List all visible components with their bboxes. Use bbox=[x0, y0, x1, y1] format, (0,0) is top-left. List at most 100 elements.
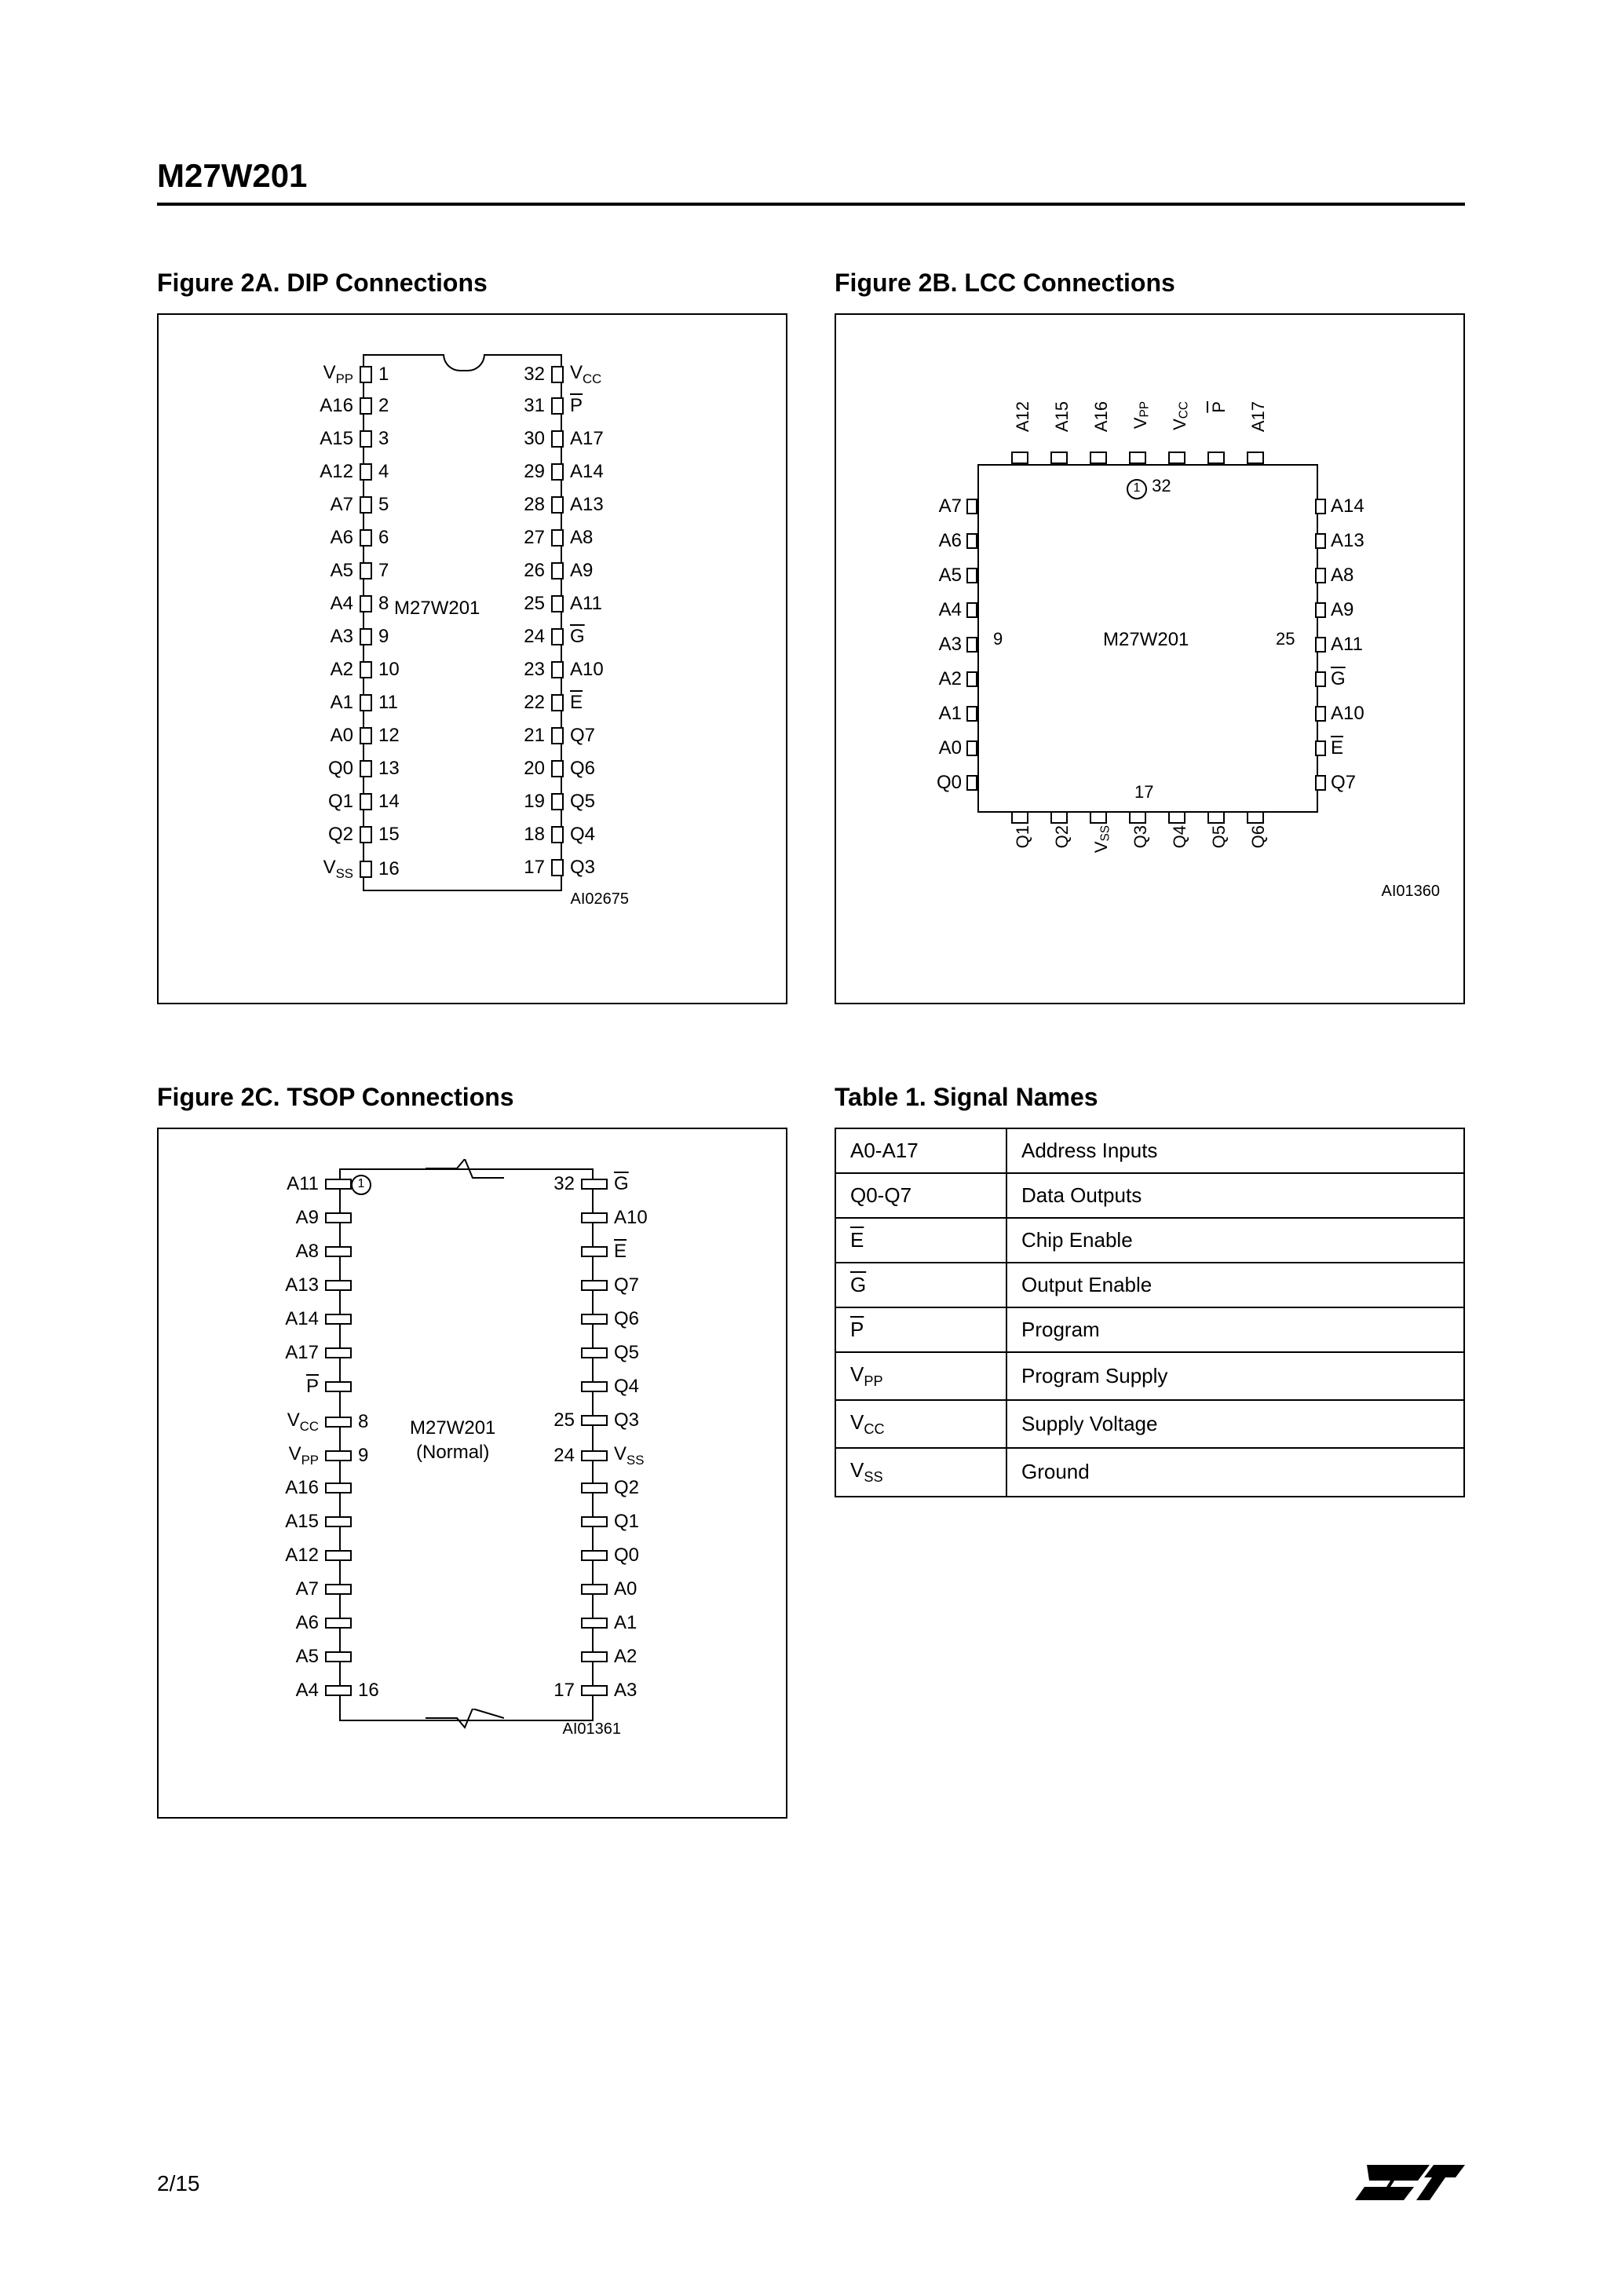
lcc-top-pin bbox=[1207, 452, 1225, 464]
pin-label: P bbox=[306, 1376, 319, 1398]
pin-label: VSS bbox=[323, 857, 353, 882]
pin-label: A12 bbox=[285, 1545, 319, 1567]
lcc-right-pin: A11 bbox=[1315, 634, 1363, 656]
pin-num: 17 bbox=[520, 857, 545, 879]
lcc-left-pin: A6 bbox=[836, 530, 977, 552]
dip-right-pin: 19Q5 bbox=[520, 791, 595, 813]
dip-right-pin: 31 P bbox=[520, 395, 583, 417]
pin-mark bbox=[360, 366, 372, 383]
pin-label: Q7 bbox=[1331, 772, 1356, 794]
table-row: EChip Enable bbox=[835, 1218, 1464, 1263]
tsop-bottom-notch bbox=[426, 1709, 504, 1732]
pin-mark bbox=[551, 760, 564, 777]
table-row: Q0-Q7Data Outputs bbox=[835, 1173, 1464, 1218]
pin-mark bbox=[581, 1314, 608, 1325]
lcc-top-label: VPP bbox=[1131, 401, 1152, 429]
pin-label: A8 bbox=[570, 527, 593, 549]
lcc-bottom-pin bbox=[1168, 811, 1185, 824]
pin-num: 8 bbox=[378, 593, 402, 615]
dip-left-pin: A75 bbox=[159, 494, 402, 516]
tsop-left-pin: VPP9 bbox=[159, 1443, 378, 1468]
desc-cell: Program bbox=[1006, 1307, 1464, 1352]
pin-mark bbox=[325, 1651, 352, 1662]
pin-mark bbox=[966, 533, 977, 549]
tsop-right-pin: Q4 bbox=[551, 1376, 639, 1398]
pin-num: 25 bbox=[551, 1409, 575, 1431]
pin-label: Q1 bbox=[328, 791, 353, 813]
pin-mark bbox=[360, 562, 372, 579]
tsop-right-pin: A0 bbox=[551, 1578, 637, 1600]
pin-label: A12 bbox=[320, 461, 353, 483]
lcc-right-pin: A9 bbox=[1315, 599, 1353, 621]
tsop-right-pin: A1 bbox=[551, 1612, 637, 1634]
fig-c-code: AI01361 bbox=[562, 1720, 621, 1738]
pin-label: A0 bbox=[614, 1578, 637, 1600]
lcc-left-pin: A1 bbox=[836, 703, 977, 725]
tsop-right-pin: E bbox=[551, 1241, 627, 1263]
pin-num: 29 bbox=[520, 461, 545, 483]
pin-mark bbox=[325, 1347, 352, 1358]
desc-cell: Address Inputs bbox=[1006, 1128, 1464, 1173]
pin-num: 1 bbox=[378, 364, 402, 386]
pin-mark bbox=[325, 1450, 352, 1461]
tsop-right-pin: A2 bbox=[551, 1646, 637, 1668]
pin-num: 11 bbox=[378, 692, 402, 714]
pin-mark bbox=[581, 1381, 608, 1392]
pin-label: Q6 bbox=[570, 758, 595, 780]
dip-notch bbox=[443, 354, 485, 371]
pin-num: 21 bbox=[520, 725, 545, 747]
pin-label: Q4 bbox=[614, 1376, 639, 1398]
lcc-top-label: P bbox=[1209, 401, 1229, 413]
pin-label: E bbox=[570, 692, 583, 714]
pin-label: P bbox=[570, 395, 583, 417]
dip-left-pin: A153 bbox=[159, 428, 402, 450]
pin-num: 32 bbox=[520, 364, 545, 386]
pin-label: A3 bbox=[614, 1680, 637, 1702]
lcc-top-pin bbox=[1050, 452, 1068, 464]
lcc-left-pin: A3 bbox=[836, 634, 977, 656]
signal-cell: VCC bbox=[835, 1400, 1006, 1448]
pin-label: A4 bbox=[331, 593, 353, 615]
table-row: VSSGround bbox=[835, 1448, 1464, 1496]
lcc-left-pin: Q0 bbox=[836, 772, 977, 794]
pin-mark bbox=[581, 1550, 608, 1561]
pin-label: A13 bbox=[285, 1274, 319, 1296]
pin-label: A7 bbox=[939, 495, 962, 517]
table-row: PProgram bbox=[835, 1307, 1464, 1352]
pin-mark bbox=[581, 1179, 608, 1190]
pin-num: 31 bbox=[520, 395, 545, 417]
tsop-right-pin: Q2 bbox=[551, 1477, 639, 1499]
st-logo bbox=[1355, 2157, 1465, 2210]
pin-num: 5 bbox=[378, 494, 402, 516]
tsop-left-pin: A416 bbox=[159, 1680, 378, 1702]
dip-right-pin: 30A17 bbox=[520, 428, 604, 450]
pin-mark bbox=[325, 1584, 352, 1595]
table-row: A0-A17Address Inputs bbox=[835, 1128, 1464, 1173]
pin-label: G bbox=[614, 1173, 629, 1195]
pin-label: Q3 bbox=[614, 1409, 639, 1431]
lcc-top-pin bbox=[1129, 452, 1146, 464]
pin-label: A5 bbox=[331, 560, 353, 582]
pin-mark bbox=[581, 1212, 608, 1223]
lcc-bottom-label: Q2 bbox=[1052, 825, 1072, 848]
pin-mark bbox=[360, 793, 372, 810]
pin-mark bbox=[966, 740, 977, 756]
lcc-pin25: 25 bbox=[1276, 629, 1295, 649]
dip-left-pin: A4 8 bbox=[159, 593, 402, 615]
pin-num: 22 bbox=[520, 692, 545, 714]
lcc-top-pin bbox=[1168, 452, 1185, 464]
pin-num: 8 bbox=[358, 1411, 378, 1433]
lcc-bottom-pin bbox=[1129, 811, 1146, 824]
signal-names-table: A0-A17Address InputsQ0-Q7Data OutputsECh… bbox=[835, 1128, 1465, 1497]
pin-label: A8 bbox=[1331, 565, 1353, 587]
pin-mark bbox=[360, 661, 372, 678]
signal-cell: A0-A17 bbox=[835, 1128, 1006, 1173]
pin-label: A10 bbox=[570, 659, 604, 681]
pin-mark bbox=[551, 661, 564, 678]
pin-num: 16 bbox=[358, 1680, 378, 1702]
pin-label: A2 bbox=[331, 659, 353, 681]
pin-num: 25 bbox=[520, 593, 545, 615]
lcc-bottom-label: Q1 bbox=[1013, 825, 1033, 848]
pin-num: 7 bbox=[378, 560, 402, 582]
dip-left-pin: Q013 bbox=[159, 758, 402, 780]
